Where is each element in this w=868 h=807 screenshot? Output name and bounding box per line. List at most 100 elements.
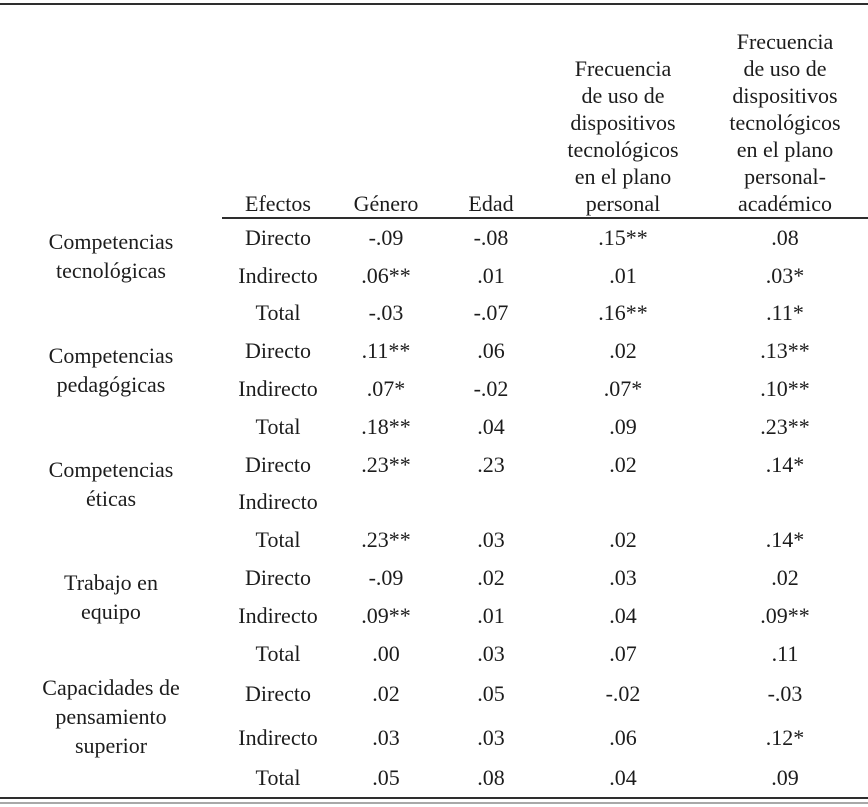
table-row: Indirecto .06** .01 .01 .03*: [0, 257, 868, 295]
value-cell: .07*: [366, 376, 406, 402]
value-cell: .06: [609, 724, 637, 750]
value-cell: -.07: [473, 300, 509, 326]
value-cell: .02: [609, 338, 637, 364]
value-cell: .04: [609, 602, 637, 628]
table-row: Indirecto .03 .03 .06 .12*: [0, 716, 868, 760]
group-label-spacer: [0, 521, 222, 559]
group-label-spacer: [0, 760, 222, 798]
value-cell: -.09: [368, 224, 404, 250]
value-cell: .01: [477, 262, 505, 288]
effect-cell: Indirecto: [238, 489, 318, 515]
value-cell: .02: [372, 681, 400, 707]
value-cell: .14*: [765, 451, 805, 477]
group-label-competencias-eticas: Competencias éticas: [48, 456, 174, 511]
value-cell: .10**: [760, 376, 810, 402]
group-label-spacer: [0, 635, 222, 673]
value-cell: [544, 484, 702, 522]
table-row: Indirecto .09** .01 .04 .09**: [0, 597, 868, 635]
value-cell: [438, 484, 544, 522]
effect-cell: Directo: [245, 451, 311, 477]
effect-cell: Directo: [245, 338, 311, 364]
value-cell: .09: [771, 765, 799, 791]
value-cell: .18**: [361, 413, 411, 439]
value-cell: .01: [609, 262, 637, 288]
value-cell: .09**: [760, 602, 810, 628]
table-row: Total .00 .03 .07 .11: [0, 635, 868, 673]
table-row: Indirecto: [0, 484, 868, 522]
value-cell: .02: [771, 565, 799, 591]
value-cell: .08: [477, 765, 505, 791]
value-cell: .23**: [361, 451, 411, 477]
effect-cell: Indirecto: [238, 724, 318, 750]
table-row: Competencias éticas Directo .23** .23 .0…: [0, 446, 868, 511]
value-cell: .02: [477, 565, 505, 591]
effect-cell: Total: [255, 765, 301, 791]
value-cell: .11: [771, 640, 799, 666]
table-row: Capacidades de pensamiento superior Dire…: [0, 673, 868, 758]
value-cell: .15**: [598, 224, 648, 250]
effect-cell: Directo: [245, 565, 311, 591]
group-label-competencias-pedagogicas: Competencias pedagógicas: [48, 343, 174, 398]
table-body: Competencias tecnológicas Directo -.09 -…: [0, 218, 868, 797]
value-cell: [334, 484, 438, 522]
effect-cell: Directo: [245, 681, 311, 707]
header-effects: Efectos: [222, 5, 334, 219]
value-cell: .06**: [361, 262, 411, 288]
effect-cell: Total: [255, 527, 301, 553]
table-row: Competencias pedagógicas Directo .11** .…: [0, 332, 868, 397]
value-cell: [702, 484, 868, 522]
value-cell: .03: [609, 565, 637, 591]
value-cell: .11**: [361, 338, 411, 364]
value-cell: .23**: [361, 527, 411, 553]
value-cell: .03: [477, 724, 505, 750]
header-corner-cell: [0, 5, 222, 218]
table-row: Total .23** .03 .02 .14*: [0, 521, 868, 559]
value-cell: -.08: [473, 224, 509, 250]
value-cell: .03: [477, 640, 505, 666]
value-cell: .12*: [765, 724, 805, 750]
table-header: Efectos Género Edad Frecuencia de uso de…: [0, 5, 868, 219]
value-cell: .23**: [760, 413, 810, 439]
value-cell: -.02: [473, 376, 509, 402]
value-cell: .23: [477, 451, 505, 477]
effect-cell: Indirecto: [238, 262, 318, 288]
value-cell: .02: [609, 527, 637, 553]
table-row: Total .18** .04 .09 .23**: [0, 408, 868, 446]
value-cell: .03: [477, 527, 505, 553]
group-label-capacidades-pensamiento-superior: Capacidades de pensamiento superior: [42, 674, 180, 758]
table-top-rule: [0, 3, 868, 5]
table-row: Trabajo en equipo Directo -.09 .02 .03 .…: [0, 559, 868, 624]
value-cell: .01: [477, 602, 505, 628]
table-row: Total .05 .08 .04 .09: [0, 760, 868, 798]
header-row: Efectos Género Edad Frecuencia de uso de…: [0, 5, 868, 219]
value-cell: .00: [372, 640, 400, 666]
value-cell: .08: [771, 224, 799, 250]
value-cell: .03: [372, 724, 400, 750]
value-cell: .09: [609, 413, 637, 439]
header-frecuencia-personal: Frecuencia de uso de dispositivos tecnol…: [544, 5, 702, 219]
value-cell: .16**: [598, 300, 648, 326]
header-frecuencia-personal-academico: Frecuencia de uso de dispositivos tecnol…: [702, 5, 868, 219]
effect-cell: Total: [255, 640, 301, 666]
value-cell: -.03: [368, 300, 404, 326]
effects-table: Efectos Género Edad Frecuencia de uso de…: [0, 5, 868, 797]
value-cell: .05: [372, 765, 400, 791]
value-cell: .14*: [765, 527, 805, 553]
group-label-trabajo-en-equipo: Trabajo en equipo: [64, 569, 158, 624]
value-cell: .07*: [603, 376, 643, 402]
effect-cell: Indirecto: [238, 376, 318, 402]
value-cell: .02: [609, 451, 637, 477]
header-edad: Edad: [438, 5, 544, 219]
group-label-spacer: [0, 295, 222, 333]
table-bottom-rule: [0, 797, 868, 805]
value-cell: .13**: [760, 338, 810, 364]
table-row: Total -.03 -.07 .16** .11*: [0, 295, 868, 333]
value-cell: .04: [477, 413, 505, 439]
effect-cell: Total: [255, 300, 301, 326]
effect-cell: Directo: [245, 224, 311, 250]
value-cell: .09**: [361, 602, 411, 628]
value-cell: -.09: [368, 565, 404, 591]
effect-cell: Indirecto: [238, 602, 318, 628]
effect-cell: Total: [255, 413, 301, 439]
table-row: Competencias tecnológicas Directo -.09 -…: [0, 218, 868, 283]
